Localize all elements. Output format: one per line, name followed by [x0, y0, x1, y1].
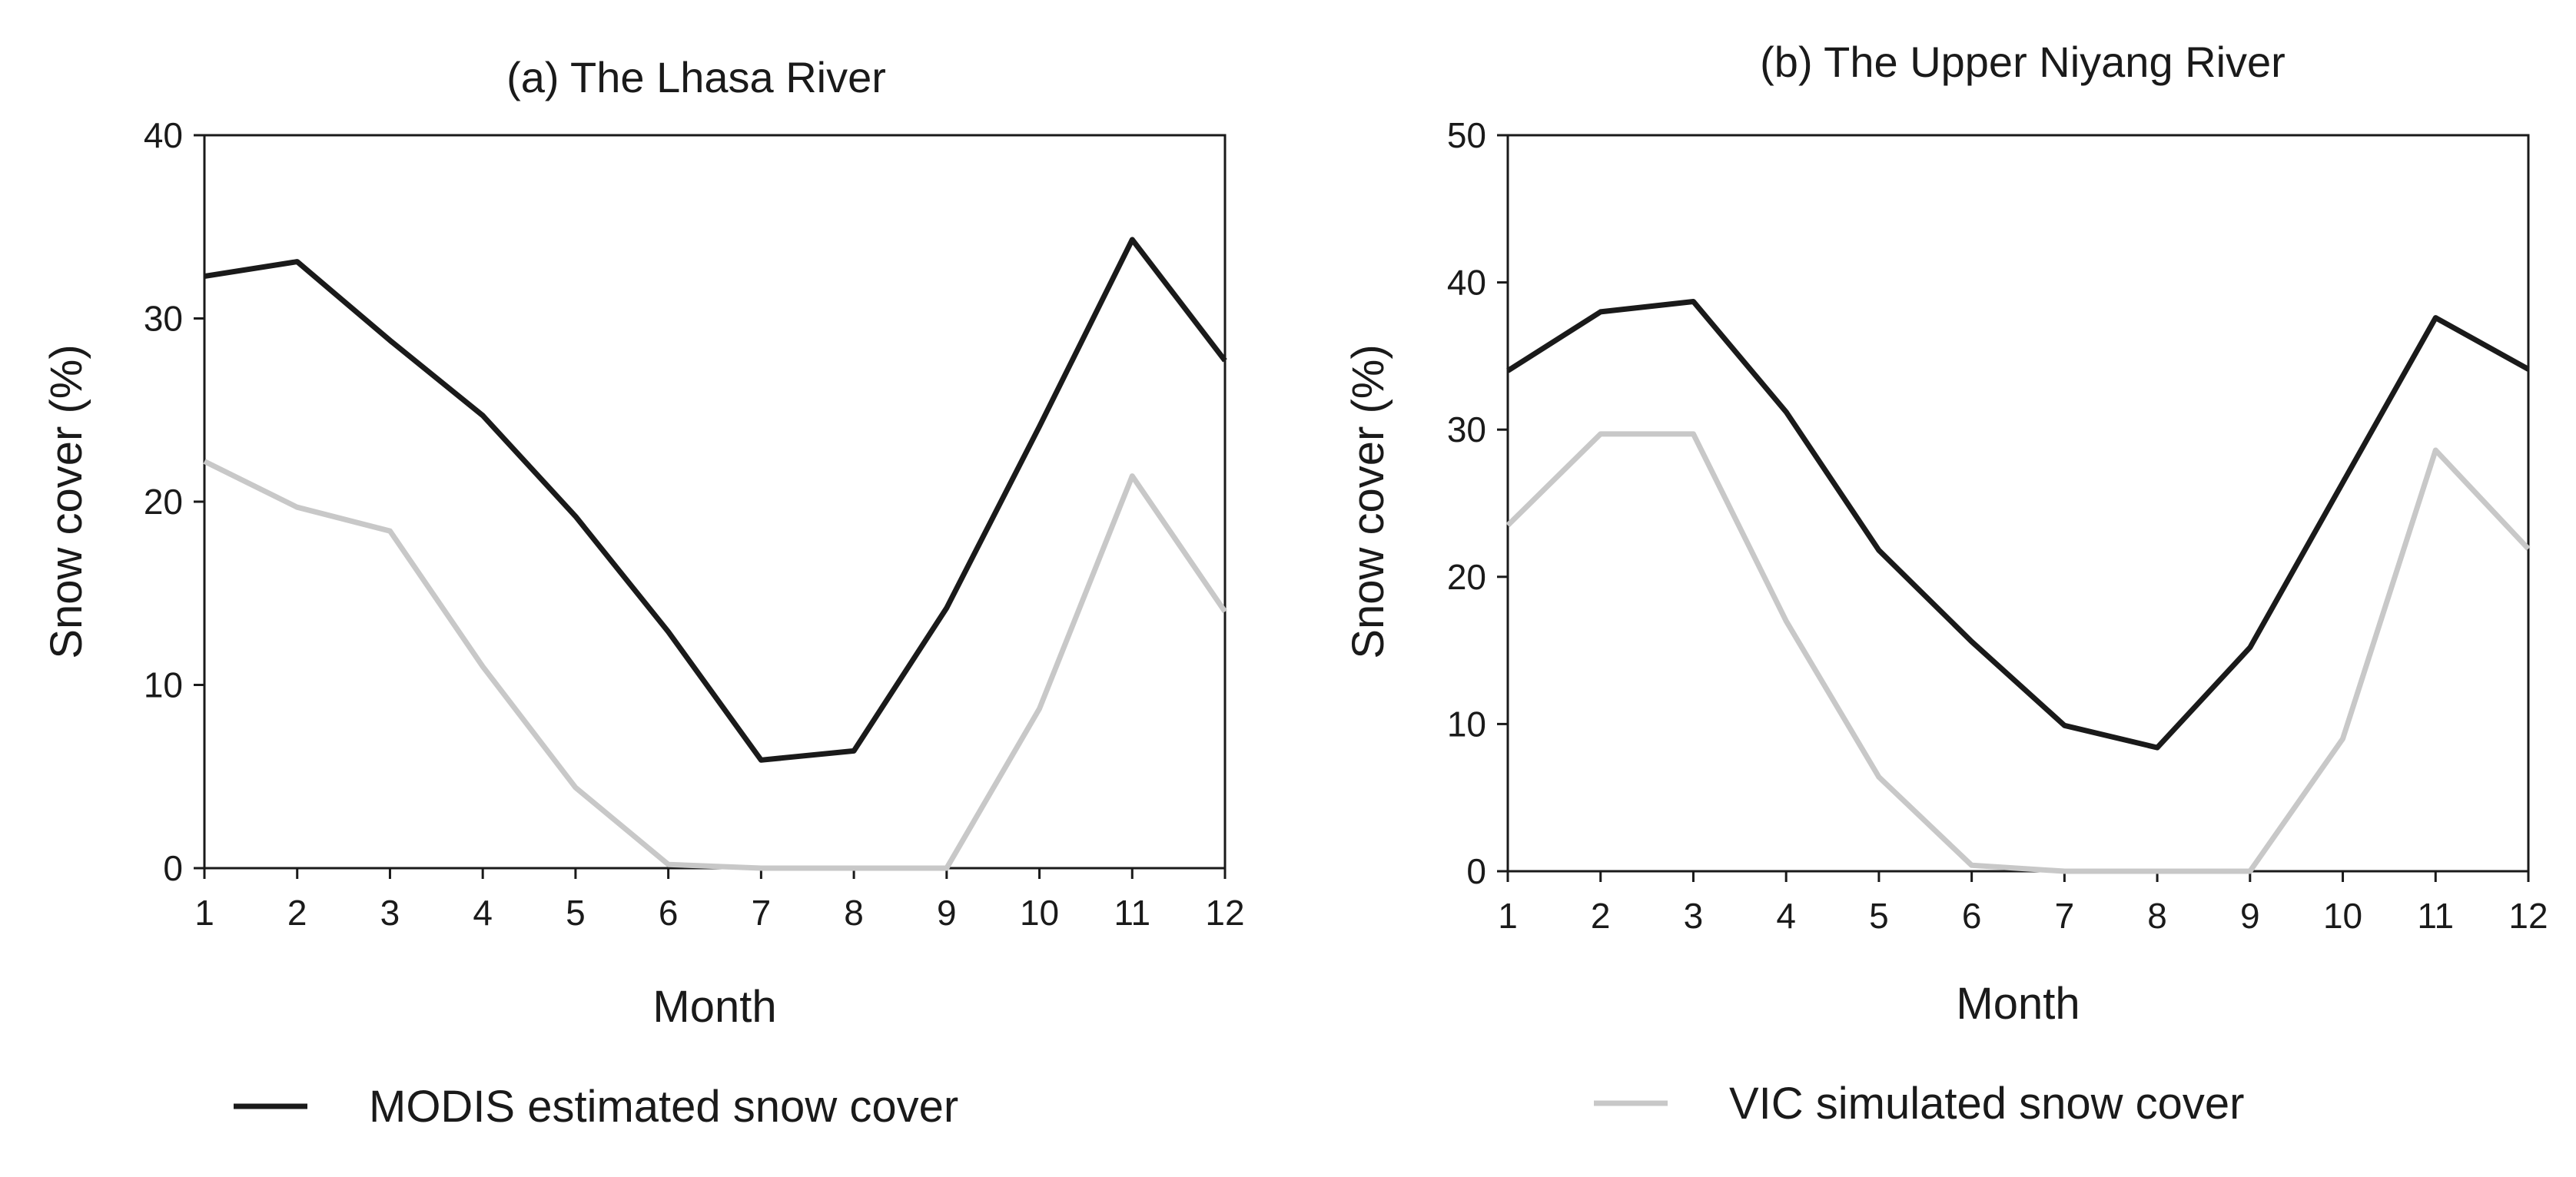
y-tick-label: 20	[144, 482, 183, 522]
x-tick-label: 6	[1962, 896, 1982, 936]
legend: MODIS estimated snow cover VIC simulated…	[234, 1079, 2244, 1132]
x-tick-label: 9	[937, 893, 957, 933]
x-tick-label: 4	[1776, 896, 1796, 936]
y-tick-label: 30	[1447, 409, 1486, 449]
x-tick-label: 10	[2323, 896, 2362, 936]
y-tick-label: 50	[1447, 115, 1486, 155]
plot-frame	[1506, 134, 2530, 873]
chart-title: (b) The Upper Niyang River	[1760, 38, 2286, 86]
series-line-modis	[204, 237, 1227, 763]
y-tick-label: 10	[144, 665, 183, 705]
x-tick-label: 1	[194, 893, 214, 933]
plot-frame	[203, 134, 1227, 870]
y-tick-label: 40	[144, 115, 183, 155]
x-tick-label: 12	[1205, 893, 1244, 933]
x-tick-label: 3	[1684, 896, 1704, 936]
x-tick-label: 1	[1498, 896, 1518, 936]
y-tick-label: 0	[1466, 851, 1486, 891]
series-line-vic	[1505, 431, 2531, 874]
x-tick-label: 8	[844, 893, 864, 933]
x-tick-label: 7	[752, 893, 772, 933]
legend-item-modis: MODIS estimated snow cover	[234, 1082, 958, 1132]
x-axis-label: Month	[1956, 979, 2080, 1029]
x-tick-label: 5	[566, 893, 586, 933]
x-tick-label: 10	[1020, 893, 1059, 933]
x-tick-label: 2	[1591, 896, 1611, 936]
y-tick-label: 40	[1447, 263, 1486, 303]
series-line-modis	[1506, 299, 2530, 751]
legend-label: MODIS estimated snow cover	[369, 1082, 958, 1132]
y-tick-label: 20	[1447, 557, 1486, 597]
x-tick-label: 8	[2147, 896, 2167, 936]
series-line-vic	[203, 459, 1227, 871]
series-group	[203, 237, 1227, 871]
x-tick-label: 2	[287, 893, 307, 933]
series-group	[1505, 299, 2531, 874]
x-tick-label: 3	[380, 893, 400, 933]
x-tick-label: 7	[2055, 896, 2075, 936]
x-tick-label: 12	[2508, 896, 2548, 936]
y-tick-label: 30	[144, 299, 183, 339]
y-tick-label: 0	[163, 848, 183, 888]
x-tick-label: 11	[1114, 893, 1150, 933]
legend-label: VIC simulated snow cover	[1729, 1079, 2244, 1129]
x-tick-label: 6	[659, 893, 679, 933]
y-tick-label: 10	[1447, 704, 1486, 744]
y-axis-label: Snow cover (%)	[41, 344, 91, 658]
x-tick-label: 9	[2240, 896, 2260, 936]
legend-item-vic: VIC simulated snow cover	[1594, 1079, 2244, 1129]
x-tick-label: 4	[473, 893, 493, 933]
x-tick-label: 5	[1869, 896, 1889, 936]
chart-title: (a) The Lhasa River	[506, 53, 886, 101]
y-axis-label: Snow cover (%)	[1343, 344, 1393, 658]
x-tick-label: 11	[2417, 896, 2454, 936]
x-axis-label: Month	[652, 982, 776, 1032]
